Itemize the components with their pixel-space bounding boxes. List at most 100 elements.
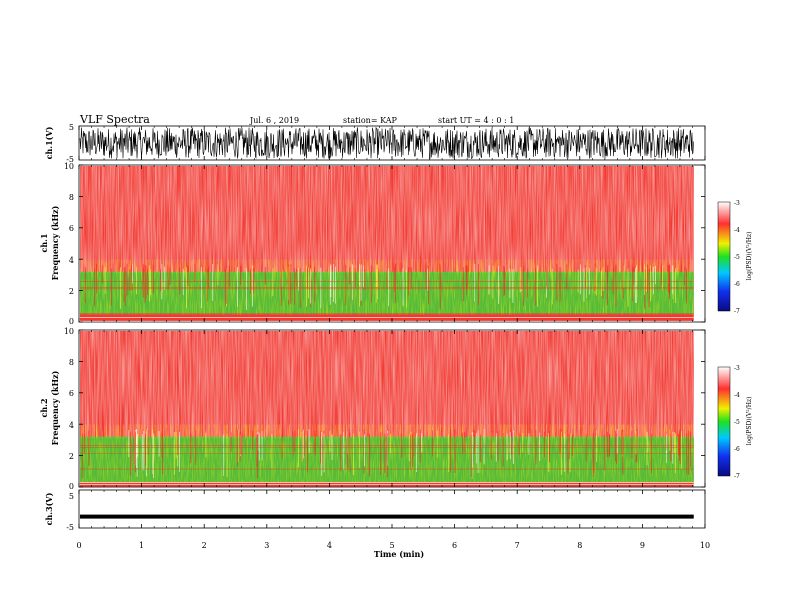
spec2-streak xyxy=(678,434,680,461)
spec1-high-speckle xyxy=(80,166,694,273)
spec2-streak xyxy=(622,429,624,475)
spec2-streak xyxy=(450,429,451,473)
spec1-streak xyxy=(612,268,614,294)
spec1-streak xyxy=(225,265,227,304)
spec1-streak xyxy=(577,269,579,293)
spec2-streak xyxy=(136,434,138,477)
spec2-streak xyxy=(153,433,154,479)
spec2-streak xyxy=(177,429,179,456)
spec1-streak xyxy=(615,264,617,308)
spec2-streak xyxy=(304,430,305,457)
spec2-streak xyxy=(320,431,321,464)
x-tick-label: 10 xyxy=(700,541,710,550)
x-axis-tick-labels: 0 1 2 3 4 5 6 7 8 9 10 xyxy=(76,541,710,550)
spec2-streak xyxy=(292,432,294,456)
spec2-streak xyxy=(416,433,417,472)
spec2-high-speckle xyxy=(80,331,694,438)
waveform1-ytick-bottom: -5 xyxy=(66,155,74,164)
spec1-streak xyxy=(182,268,184,296)
waveform1-panel: 5 -5 ch.1(V) xyxy=(44,123,706,164)
spec1-streak xyxy=(386,265,388,287)
spec2-streak xyxy=(257,434,258,479)
spec2-streak xyxy=(237,429,238,467)
spec1-streak xyxy=(393,266,395,293)
spec1-streak xyxy=(375,264,377,303)
spec1-streak xyxy=(376,268,378,287)
spec2-streak xyxy=(448,433,450,472)
spec2-streak xyxy=(158,431,160,457)
spec2-streak xyxy=(146,429,148,468)
spec2-streak xyxy=(472,432,473,468)
spec2-streak xyxy=(593,429,595,473)
colorbar1-scale xyxy=(717,201,731,312)
spec1-streak xyxy=(164,266,166,290)
spec1-streak xyxy=(535,267,536,306)
spec2-streak xyxy=(133,434,135,465)
spec1-streak xyxy=(104,267,106,294)
spec1-streak xyxy=(523,266,524,306)
spec2-streak xyxy=(386,433,388,478)
spec2-streak xyxy=(497,431,499,461)
spec1-streak xyxy=(333,264,334,302)
spec1-streak xyxy=(652,266,654,295)
spectrogram2-ytick-6: 6 xyxy=(69,389,74,398)
spec2-streak xyxy=(179,431,180,472)
spec1-streak xyxy=(265,267,266,285)
spec2-streak xyxy=(483,428,485,465)
spec1-streak xyxy=(647,264,648,293)
spec1-streak xyxy=(425,264,427,290)
colorbar2-tick-m3: -3 xyxy=(734,365,740,372)
spec1-streak xyxy=(217,264,219,286)
spec1-streak xyxy=(402,268,404,307)
spec2-streak xyxy=(349,432,351,473)
spec1-streak xyxy=(462,267,464,302)
spec1-streak xyxy=(359,266,360,307)
spec1-streak xyxy=(288,265,290,305)
spec1-streak xyxy=(308,267,309,299)
spectrogram1-ylabel-frequency: Frequency (kHz) xyxy=(50,205,60,280)
spec1-streak xyxy=(492,265,494,299)
spec2-streak xyxy=(241,434,243,456)
spec2-streak xyxy=(353,433,354,476)
colorbar1-label: log(PSD)(V²/Hz) xyxy=(746,232,753,281)
spec2-streak xyxy=(686,433,688,475)
waveform2-ytick-top: 5 xyxy=(69,492,74,501)
spectrogram1-ytick-8: 8 xyxy=(69,193,74,202)
spec1-streak xyxy=(152,264,154,294)
colorbar2: -3 -4 -5 -6 -7 log(PSD)(V²/Hz) xyxy=(717,365,753,480)
spec1-streak xyxy=(370,265,372,303)
spec2-streak xyxy=(511,431,513,455)
spec2-streak xyxy=(454,429,456,473)
spec2-streak xyxy=(226,433,228,477)
spec1-streak xyxy=(594,263,596,292)
spec2-streak xyxy=(616,428,618,454)
spec2-streak xyxy=(390,433,392,454)
spec1-streak xyxy=(85,267,87,303)
spec1-streak xyxy=(352,264,354,282)
spec2-streak xyxy=(135,431,136,473)
spec2-streak xyxy=(674,432,675,454)
spec2-streak xyxy=(666,433,668,454)
spec2-streak xyxy=(419,429,421,463)
spec2-streak xyxy=(412,434,413,468)
spec1-streak xyxy=(478,264,479,306)
colorbar2-tick-m6: -6 xyxy=(734,446,740,453)
spec2-streak xyxy=(421,433,423,453)
spec1-streak xyxy=(272,268,274,297)
spec1-streak xyxy=(307,268,309,289)
spec1-streak xyxy=(310,268,311,304)
colorbar2-tick-m5: -5 xyxy=(734,419,740,426)
spec2-streak xyxy=(237,429,239,463)
spec1-streak xyxy=(237,267,238,307)
colorbar2-scale xyxy=(717,366,731,477)
x-axis-label: Time (min) xyxy=(374,549,424,559)
spec2-streak xyxy=(592,433,594,478)
spec1-streak xyxy=(253,267,255,294)
spec2-streak xyxy=(560,429,562,458)
spec1-streak xyxy=(607,265,608,283)
spec1-streak xyxy=(410,267,412,289)
spec2-transition-band xyxy=(80,424,694,439)
spec2-streak xyxy=(141,434,143,470)
x-axis-ticks xyxy=(78,126,706,528)
spec1-streak xyxy=(314,266,316,302)
